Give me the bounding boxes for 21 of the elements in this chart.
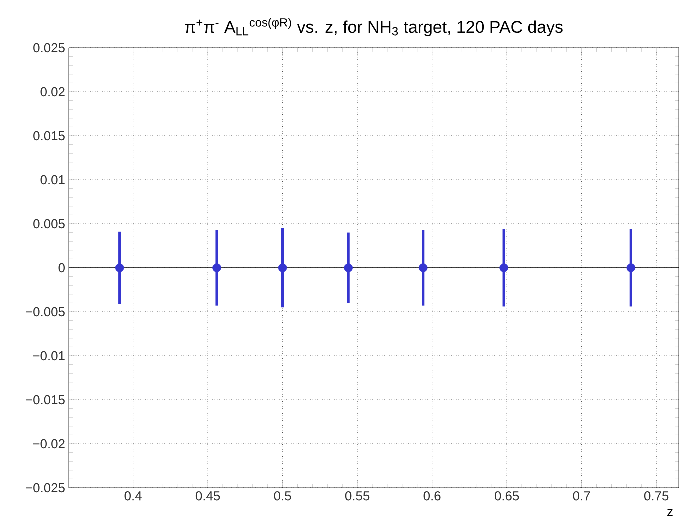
- x-axis-title: z: [668, 509, 673, 516]
- y-tick-label: 0.015: [34, 131, 65, 141]
- y-tick-label: −0.015: [26, 395, 65, 405]
- x-tick-label: 0.4: [124, 492, 142, 501]
- y-tick-label: −0.01: [33, 351, 65, 361]
- y-tick-label: 0.01: [40, 175, 65, 185]
- y-tick-label: −0.02: [33, 439, 65, 449]
- x-tick-label: 0.45: [196, 492, 220, 501]
- y-tick-label: 0.025: [34, 43, 65, 53]
- x-tick-label: 0.65: [494, 492, 520, 501]
- y-tick-label: −0.025: [26, 483, 65, 493]
- chart-title: π$^{+}$π$^{-}$ A$_{LL}$$^{cos(φR)}$ vs. z, for NH$_{3}$ target, 120 PAC days: [185, 18, 563, 37]
- y-tick-label: 0.005: [34, 219, 65, 229]
- x-tick-label: 0.55: [345, 492, 370, 501]
- x-tick-label: 0.75: [644, 492, 669, 501]
- y-tick-label: −0.005: [26, 307, 65, 317]
- y-tick-label: 0.02: [40, 87, 65, 97]
- y-tick-label: 0: [58, 263, 65, 273]
- x-tick-label: 0.5: [274, 492, 292, 501]
- x-tick-label: 0.7: [573, 492, 590, 501]
- x-tick-label: 0.6: [424, 492, 441, 501]
